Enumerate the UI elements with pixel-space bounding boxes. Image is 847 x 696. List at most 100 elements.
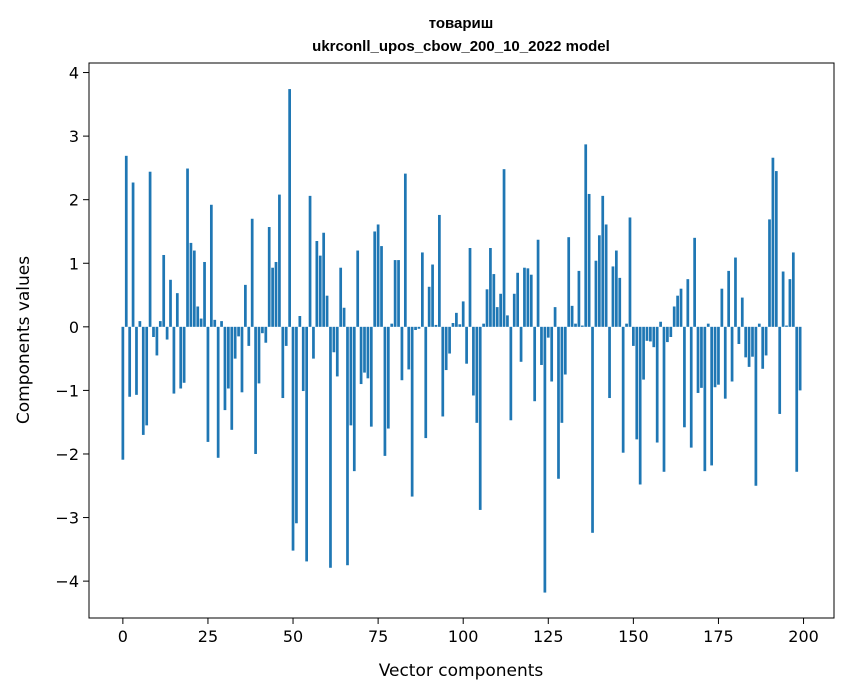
bar [203, 261, 206, 327]
bar [414, 326, 417, 331]
bar [706, 323, 710, 327]
bar [172, 326, 176, 394]
bar [278, 194, 281, 327]
bar [720, 288, 724, 327]
bar [465, 326, 468, 364]
y-tick-label: 1 [69, 254, 79, 273]
bar [427, 286, 431, 327]
bar [478, 326, 482, 510]
bar [121, 326, 125, 460]
bar [700, 326, 703, 388]
bar [284, 326, 288, 346]
bar [506, 315, 509, 327]
bar [546, 326, 550, 338]
bar [761, 326, 765, 369]
bar [781, 271, 785, 327]
bar [434, 324, 438, 327]
bar [795, 326, 799, 472]
bar [495, 307, 499, 327]
bar [666, 326, 669, 343]
y-axis-ticks: −4 −3 −2 −1 0 1 2 3 4 [55, 64, 89, 591]
bar [322, 232, 326, 327]
plot-area [88, 62, 835, 619]
bar [312, 326, 315, 359]
bar [155, 326, 159, 356]
bar [638, 326, 642, 485]
bar [788, 279, 792, 327]
x-tick-label: 25 [198, 627, 218, 646]
bar [298, 316, 302, 327]
bar [472, 326, 475, 396]
bar [485, 289, 489, 327]
bar [679, 288, 683, 327]
bar [669, 326, 673, 337]
bar [529, 274, 533, 327]
bar [502, 169, 506, 327]
bar [179, 326, 183, 389]
bar [189, 242, 193, 327]
bar [550, 326, 554, 382]
bar [563, 326, 567, 375]
bar [332, 326, 336, 353]
bar [403, 173, 407, 327]
bar [267, 227, 271, 327]
x-tick-label: 75 [368, 627, 388, 646]
y-tick-label: 4 [69, 64, 79, 83]
bar [223, 326, 227, 411]
bar [771, 157, 775, 327]
bar [175, 293, 179, 327]
bar [570, 305, 574, 327]
bar [628, 217, 632, 327]
bar [145, 326, 149, 426]
bar [438, 214, 441, 327]
bar [621, 326, 625, 453]
bar [683, 326, 686, 428]
bar [523, 267, 526, 327]
bar [128, 326, 132, 397]
bar [672, 306, 676, 327]
bar [560, 326, 564, 423]
bar [567, 237, 571, 327]
bar [356, 250, 360, 327]
bar [206, 326, 210, 442]
y-tick-label: −3 [55, 509, 79, 528]
bar [247, 326, 251, 346]
x-tick-label: 200 [788, 627, 819, 646]
bar [141, 326, 145, 435]
bar [519, 326, 523, 362]
bar [216, 326, 220, 458]
x-tick-label: 150 [618, 627, 649, 646]
bar [791, 252, 795, 327]
bar [444, 326, 448, 371]
bar [352, 326, 356, 472]
bar [363, 326, 366, 373]
bar [220, 321, 223, 327]
bar [601, 195, 605, 327]
bar [580, 325, 584, 327]
bar [393, 260, 397, 327]
bar [366, 326, 370, 379]
y-tick-label: −2 [55, 445, 79, 464]
y-tick-label: −4 [55, 572, 79, 591]
bar [662, 326, 666, 472]
bar [131, 182, 135, 327]
bar [625, 323, 628, 327]
bar [774, 171, 778, 327]
bar [325, 295, 329, 327]
bar [632, 326, 635, 346]
bar [509, 326, 513, 421]
bar [305, 326, 308, 562]
bar [359, 326, 363, 385]
bar [397, 260, 400, 327]
bar [431, 264, 434, 327]
bar [244, 284, 247, 327]
bar [740, 297, 744, 327]
bar [798, 326, 802, 391]
x-axis-label: Vector components [379, 661, 544, 681]
bar [489, 248, 492, 327]
bar [182, 326, 186, 383]
bar [611, 266, 615, 327]
bar [727, 270, 731, 327]
bar [196, 306, 200, 327]
